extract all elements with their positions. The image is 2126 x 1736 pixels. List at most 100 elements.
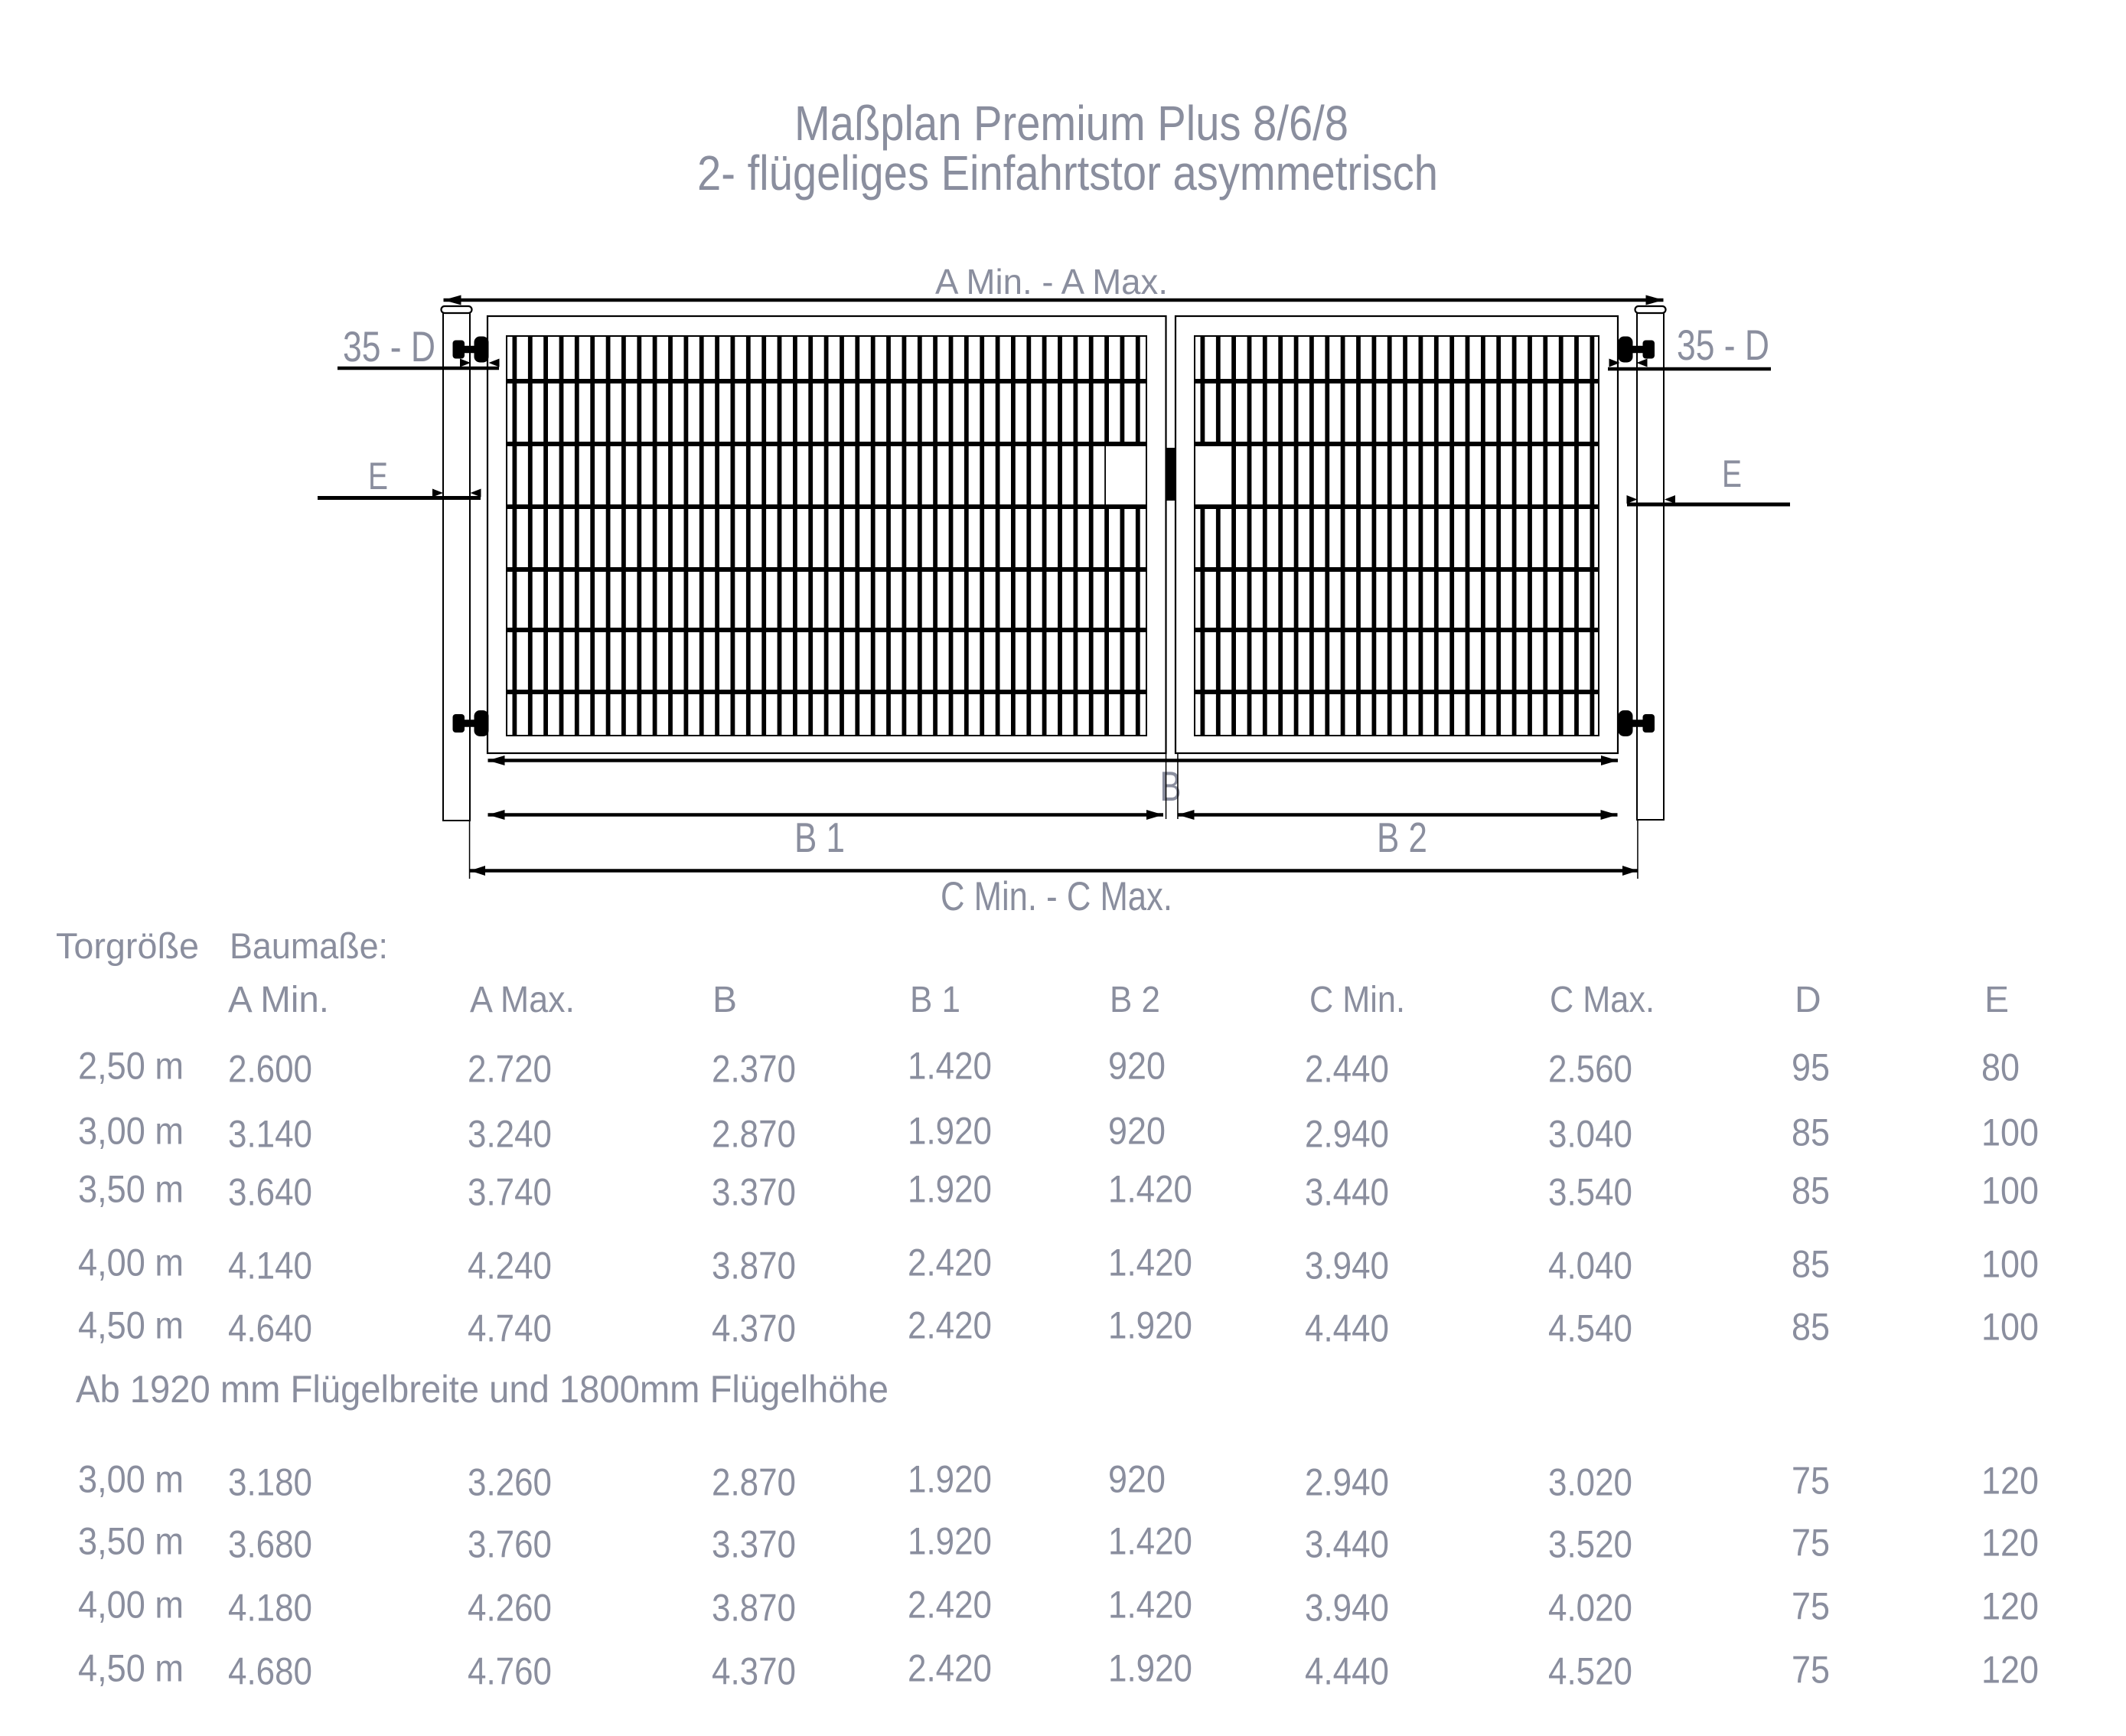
svg-text:35 - D: 35 - D: [1677, 321, 1769, 369]
svg-text:4.260: 4.260: [468, 1586, 552, 1629]
svg-text:2,50 m: 2,50 m: [78, 1044, 184, 1087]
svg-text:920: 920: [1108, 1109, 1166, 1152]
svg-text:120: 120: [1981, 1521, 2039, 1564]
svg-text:2.600: 2.600: [228, 1047, 312, 1090]
svg-text:B 1: B 1: [794, 814, 845, 861]
svg-text:3.740: 3.740: [468, 1170, 552, 1213]
svg-text:4.370: 4.370: [712, 1650, 796, 1692]
svg-text:A Max.: A Max.: [470, 980, 575, 1020]
svg-text:2.420: 2.420: [908, 1241, 992, 1284]
svg-text:4.740: 4.740: [468, 1307, 552, 1349]
svg-text:C Min.: C Min.: [1309, 980, 1405, 1020]
svg-text:95: 95: [1792, 1046, 1830, 1088]
svg-text:1.420: 1.420: [908, 1044, 992, 1087]
svg-text:4.440: 4.440: [1305, 1650, 1389, 1692]
svg-text:4.520: 4.520: [1548, 1650, 1632, 1692]
svg-text:4.440: 4.440: [1305, 1307, 1389, 1349]
svg-text:4,50 m: 4,50 m: [78, 1304, 184, 1346]
svg-text:3.520: 3.520: [1548, 1522, 1632, 1565]
svg-text:120: 120: [1981, 1459, 2039, 1502]
svg-text:920: 920: [1108, 1044, 1166, 1087]
svg-text:2.870: 2.870: [712, 1460, 796, 1503]
svg-text:2- flügeliges Einfahrtstor asy: 2- flügeliges Einfahrtstor asymmetrisch: [697, 145, 1438, 201]
svg-text:3.760: 3.760: [468, 1522, 552, 1565]
svg-text:E: E: [1722, 452, 1742, 495]
svg-text:85: 85: [1792, 1111, 1830, 1154]
svg-text:Ab 1920 mm Flügelbreite und 18: Ab 1920 mm Flügelbreite und 1800mm Flüge…: [76, 1368, 889, 1411]
svg-text:Torgröße: Torgröße: [56, 925, 199, 966]
svg-text:100: 100: [1981, 1111, 2039, 1154]
svg-text:4.640: 4.640: [228, 1307, 312, 1349]
svg-text:75: 75: [1792, 1584, 1830, 1627]
svg-text:3.870: 3.870: [712, 1244, 796, 1287]
svg-text:75: 75: [1792, 1521, 1830, 1564]
svg-text:4.140: 4.140: [228, 1244, 312, 1287]
svg-text:4,00 m: 4,00 m: [78, 1583, 184, 1626]
svg-text:3.140: 3.140: [228, 1112, 312, 1155]
svg-text:3.260: 3.260: [468, 1460, 552, 1503]
svg-text:3,00 m: 3,00 m: [78, 1457, 184, 1500]
svg-text:100: 100: [1981, 1169, 2039, 1212]
svg-text:4.760: 4.760: [468, 1650, 552, 1692]
svg-text:3.370: 3.370: [712, 1522, 796, 1565]
svg-text:A Min. - A Max.: A Min. - A Max.: [935, 262, 1168, 302]
svg-text:A Min.: A Min.: [228, 980, 329, 1020]
svg-text:2.370: 2.370: [712, 1047, 796, 1090]
svg-text:1.420: 1.420: [1108, 1167, 1192, 1210]
svg-text:3.240: 3.240: [468, 1112, 552, 1155]
svg-text:1.920: 1.920: [1108, 1646, 1192, 1689]
svg-text:3.370: 3.370: [712, 1170, 796, 1213]
svg-text:4,00 m: 4,00 m: [78, 1241, 184, 1284]
svg-text:100: 100: [1981, 1242, 2039, 1285]
svg-text:4.180: 4.180: [228, 1586, 312, 1629]
svg-text:3,50 m: 3,50 m: [78, 1519, 184, 1562]
svg-text:2.560: 2.560: [1548, 1047, 1632, 1090]
svg-text:1.420: 1.420: [1108, 1583, 1192, 1626]
svg-text:3,00 m: 3,00 m: [78, 1109, 184, 1152]
svg-text:3.640: 3.640: [228, 1170, 312, 1213]
svg-text:1.920: 1.920: [908, 1167, 992, 1210]
svg-text:1.920: 1.920: [908, 1519, 992, 1562]
svg-text:80: 80: [1981, 1046, 2020, 1088]
svg-text:3.440: 3.440: [1305, 1170, 1389, 1213]
svg-text:2.440: 2.440: [1305, 1047, 1389, 1090]
svg-text:2.940: 2.940: [1305, 1112, 1389, 1155]
svg-text:B 2: B 2: [1110, 980, 1160, 1020]
svg-text:3.940: 3.940: [1305, 1586, 1389, 1629]
svg-text:120: 120: [1981, 1584, 2039, 1627]
svg-text:35 - D: 35 - D: [343, 322, 435, 370]
svg-text:3.440: 3.440: [1305, 1522, 1389, 1565]
svg-text:3.680: 3.680: [228, 1522, 312, 1565]
svg-text:B 2: B 2: [1377, 814, 1427, 861]
svg-text:85: 85: [1792, 1242, 1830, 1285]
svg-text:2.870: 2.870: [712, 1112, 796, 1155]
svg-text:4.040: 4.040: [1548, 1244, 1632, 1287]
svg-text:85: 85: [1792, 1169, 1830, 1212]
svg-text:D: D: [1795, 980, 1821, 1020]
svg-text:75: 75: [1792, 1459, 1830, 1502]
svg-text:1.920: 1.920: [908, 1457, 992, 1500]
svg-text:E: E: [1984, 980, 2009, 1020]
svg-text:2.720: 2.720: [468, 1047, 552, 1090]
svg-text:3.940: 3.940: [1305, 1244, 1389, 1287]
svg-text:1.420: 1.420: [1108, 1519, 1192, 1562]
svg-text:4.240: 4.240: [468, 1244, 552, 1287]
svg-text:E: E: [368, 455, 388, 498]
svg-text:4.680: 4.680: [228, 1650, 312, 1692]
svg-text:1.420: 1.420: [1108, 1241, 1192, 1284]
svg-text:Baumaße:: Baumaße:: [230, 925, 388, 966]
svg-text:4.020: 4.020: [1548, 1586, 1632, 1629]
svg-text:1.920: 1.920: [1108, 1304, 1192, 1346]
svg-text:75: 75: [1792, 1648, 1830, 1691]
svg-text:B: B: [712, 980, 737, 1020]
svg-text:3.020: 3.020: [1548, 1460, 1632, 1503]
svg-text:3.870: 3.870: [712, 1586, 796, 1629]
svg-text:2.940: 2.940: [1305, 1460, 1389, 1503]
svg-text:4.370: 4.370: [712, 1307, 796, 1349]
svg-text:920: 920: [1108, 1457, 1166, 1500]
svg-text:120: 120: [1981, 1648, 2039, 1691]
svg-text:2.420: 2.420: [908, 1646, 992, 1689]
svg-text:3,50 m: 3,50 m: [78, 1167, 184, 1210]
svg-text:4,50 m: 4,50 m: [78, 1646, 184, 1689]
svg-text:C Max.: C Max.: [1550, 980, 1655, 1020]
